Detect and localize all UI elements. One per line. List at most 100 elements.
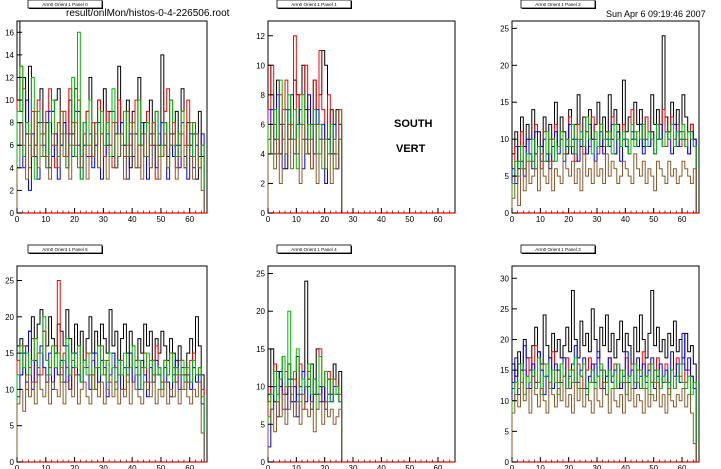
y-tick-label: 0 bbox=[10, 458, 15, 467]
y-tick-label: 6 bbox=[261, 120, 266, 129]
y-tick-label: 4 bbox=[10, 164, 15, 173]
y-tick-label: 20 bbox=[256, 307, 265, 316]
histogram-panel: 0 10 20 30 40 50 60 0 5 10 15 20 25 Arm0 Orient 1 Pan… bbox=[500, 0, 700, 224]
y-tick-label: 15 bbox=[5, 349, 14, 358]
y-tick-label: 0 bbox=[505, 209, 510, 218]
x-tick-label: 40 bbox=[377, 464, 386, 469]
y-tick-label: 5 bbox=[10, 422, 15, 431]
x-tick-label: 40 bbox=[377, 215, 386, 224]
x-tick-label: 50 bbox=[405, 464, 414, 469]
y-tick-label: 16 bbox=[5, 28, 14, 37]
panel-title-frame bbox=[27, 244, 103, 254]
panel-title-box: Arm0 Orient 1 Panel 5 bbox=[27, 244, 103, 254]
x-tick-label: 40 bbox=[128, 464, 137, 469]
south-annotation: SOUTH bbox=[394, 118, 433, 130]
panel-title: Arm0 Orient 1 Panel 0 bbox=[42, 2, 88, 7]
y-tick-label: 5 bbox=[505, 427, 510, 436]
y-tick-label: 10 bbox=[5, 96, 14, 105]
x-tick-label: 20 bbox=[320, 464, 329, 469]
x-tick-label: 0 bbox=[15, 215, 20, 224]
panel-title-box: Arm0 Orient 1 Panel 1 bbox=[276, 0, 352, 9]
panel-title-box: Arm0 Orient 1 Panel 2 bbox=[520, 0, 596, 9]
x-tick-label: 10 bbox=[292, 215, 301, 224]
y-tick-label: 5 bbox=[505, 172, 510, 181]
timestamp-label: Sun Apr 6 09:19:46 2007 bbox=[606, 9, 706, 19]
x-tick-label: 60 bbox=[185, 464, 194, 469]
x-tick-label: 20 bbox=[70, 464, 79, 469]
y-tick-label: 2 bbox=[10, 186, 15, 195]
y-tick-label: 20 bbox=[500, 336, 509, 345]
y-tick-label: 0 bbox=[261, 458, 266, 467]
y-tick-label: 25 bbox=[256, 270, 265, 279]
y-tick-label: 30 bbox=[500, 274, 509, 283]
x-tick-label: 10 bbox=[536, 215, 545, 224]
y-tick-label: 10 bbox=[5, 385, 14, 394]
x-tick-label: 40 bbox=[621, 464, 630, 469]
panel-title-box: Arm0 Orient 1 Panel 4 bbox=[276, 244, 352, 254]
y-tick-label: 25 bbox=[500, 305, 509, 314]
y-tick-label: 20 bbox=[500, 61, 509, 70]
y-tick-label: 25 bbox=[500, 24, 509, 33]
panel-title-frame bbox=[276, 244, 352, 254]
histogram-series bbox=[16, 367, 207, 463]
y-tick-label: 12 bbox=[5, 73, 14, 82]
panel-title-frame bbox=[27, 0, 103, 9]
y-tick-label: 0 bbox=[505, 458, 510, 467]
y-tick-label: 15 bbox=[500, 98, 509, 107]
x-tick-label: 20 bbox=[70, 215, 79, 224]
y-tick-label: 20 bbox=[5, 313, 14, 322]
x-tick-label: 0 bbox=[266, 215, 271, 224]
panel-title: Arm0 Orient 1 Panel 1 bbox=[291, 2, 337, 7]
y-tick-label: 10 bbox=[256, 383, 265, 392]
y-tick-label: 8 bbox=[261, 91, 266, 100]
x-tick-label: 50 bbox=[156, 464, 165, 469]
vert-annotation: VERT bbox=[396, 143, 426, 155]
x-tick-label: 10 bbox=[41, 464, 50, 469]
x-tick-label: 30 bbox=[593, 215, 602, 224]
x-tick-label: 0 bbox=[510, 215, 515, 224]
y-tick-label: 10 bbox=[500, 135, 509, 144]
x-tick-label: 50 bbox=[649, 464, 658, 469]
histogram-series bbox=[511, 375, 699, 463]
histogram-series bbox=[511, 153, 699, 214]
x-tick-label: 30 bbox=[99, 215, 108, 224]
panel-title-box: Arm0 Orient 1 Panel 0 bbox=[27, 0, 103, 9]
panel-title-frame bbox=[520, 0, 596, 9]
x-tick-label: 20 bbox=[320, 215, 329, 224]
x-tick-label: 10 bbox=[536, 464, 545, 469]
x-tick-label: 60 bbox=[434, 464, 443, 469]
y-tick-label: 5 bbox=[261, 420, 266, 429]
x-tick-label: 20 bbox=[564, 215, 573, 224]
histogram-panel: 0 10 20 30 40 50 60 0 5 10 15 20 25 30 Arm0 Orient 1 P… bbox=[500, 244, 700, 469]
y-tick-label: 0 bbox=[10, 209, 15, 218]
x-tick-label: 60 bbox=[678, 215, 687, 224]
y-tick-label: 6 bbox=[10, 141, 15, 150]
panel-title: Arm0 Orient 1 Panel 3 bbox=[535, 247, 581, 252]
histogram-panel: 0 10 20 30 40 50 60 0 2 4 6 8 10 12 Arm0 Orient 1 Pane… bbox=[256, 0, 456, 224]
x-tick-label: 30 bbox=[99, 464, 108, 469]
x-tick-label: 40 bbox=[128, 215, 137, 224]
histogram-panel: 0 10 20 30 40 50 60 0 5 10 15 20 25 Arm0 Orient 1 Pan… bbox=[5, 244, 208, 469]
histogram-panel: 0 10 20 30 40 50 60 0 5 10 15 20 25 Arm0 Orient 1 Pan… bbox=[256, 244, 456, 469]
panel-title: Arm0 Orient 1 Panel 5 bbox=[42, 247, 88, 252]
x-tick-label: 30 bbox=[349, 464, 358, 469]
x-tick-label: 50 bbox=[405, 215, 414, 224]
y-tick-label: 2 bbox=[261, 179, 266, 188]
x-tick-label: 0 bbox=[15, 464, 20, 469]
panel-title: Arm0 Orient 1 Panel 4 bbox=[291, 247, 337, 252]
panel-title-frame bbox=[276, 0, 352, 9]
x-tick-label: 60 bbox=[434, 215, 443, 224]
y-tick-label: 10 bbox=[500, 397, 509, 406]
x-tick-label: 50 bbox=[156, 215, 165, 224]
x-tick-label: 10 bbox=[41, 215, 50, 224]
histogram-series bbox=[16, 309, 207, 463]
x-tick-label: 60 bbox=[185, 215, 194, 224]
y-tick-label: 0 bbox=[261, 209, 266, 218]
x-tick-label: 40 bbox=[621, 215, 630, 224]
x-tick-label: 30 bbox=[593, 464, 602, 469]
x-tick-label: 0 bbox=[510, 464, 515, 469]
y-tick-label: 25 bbox=[5, 277, 14, 286]
histogram-series bbox=[16, 110, 207, 214]
y-tick-label: 10 bbox=[256, 61, 265, 70]
y-tick-label: 12 bbox=[256, 32, 265, 41]
